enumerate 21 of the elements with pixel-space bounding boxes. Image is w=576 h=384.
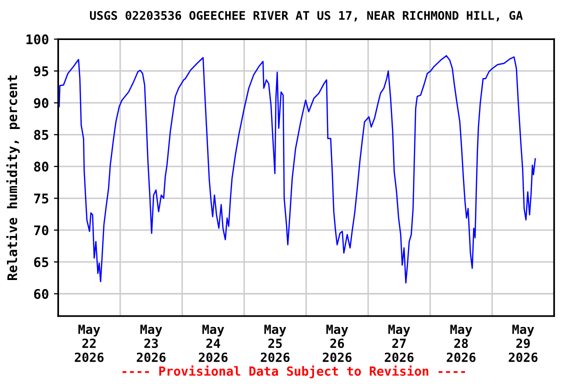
y-tick-label: 75 [34, 194, 48, 204]
x-tick-label: May 29 2026 [508, 324, 538, 362]
y-tick-label: 85 [34, 130, 48, 140]
y-tick-label: 100 [26, 34, 48, 44]
x-tick-label: May 26 2026 [322, 324, 352, 362]
x-tick-label: May 28 2026 [446, 324, 476, 362]
x-tick-label: May 22 2026 [74, 324, 104, 362]
x-tick-label: May 27 2026 [384, 324, 414, 362]
chart-title: USGS 02203536 OGEECHEE RIVER AT US 17, NEAR RICHMOND HILL, GA [90, 10, 523, 22]
x-tick-label: May 24 2026 [198, 324, 228, 362]
y-axis-title: Relative humidity, percent [6, 75, 20, 280]
x-tick-label: May 25 2026 [260, 324, 290, 362]
text: ---- Provisional Data Subject to Revision ---- [122, 365, 466, 378]
y-tick-label: 80 [34, 162, 48, 172]
line-series [58, 55, 536, 284]
y-tick-label: 65 [34, 257, 48, 268]
y-tick-label: 95 [34, 66, 48, 76]
y-tick-label: 60 [34, 288, 48, 299]
x-tick-label: May 23 2026 [136, 324, 166, 362]
y-tick-label: 90 [34, 98, 48, 108]
y-tick-label: 70 [34, 225, 48, 236]
